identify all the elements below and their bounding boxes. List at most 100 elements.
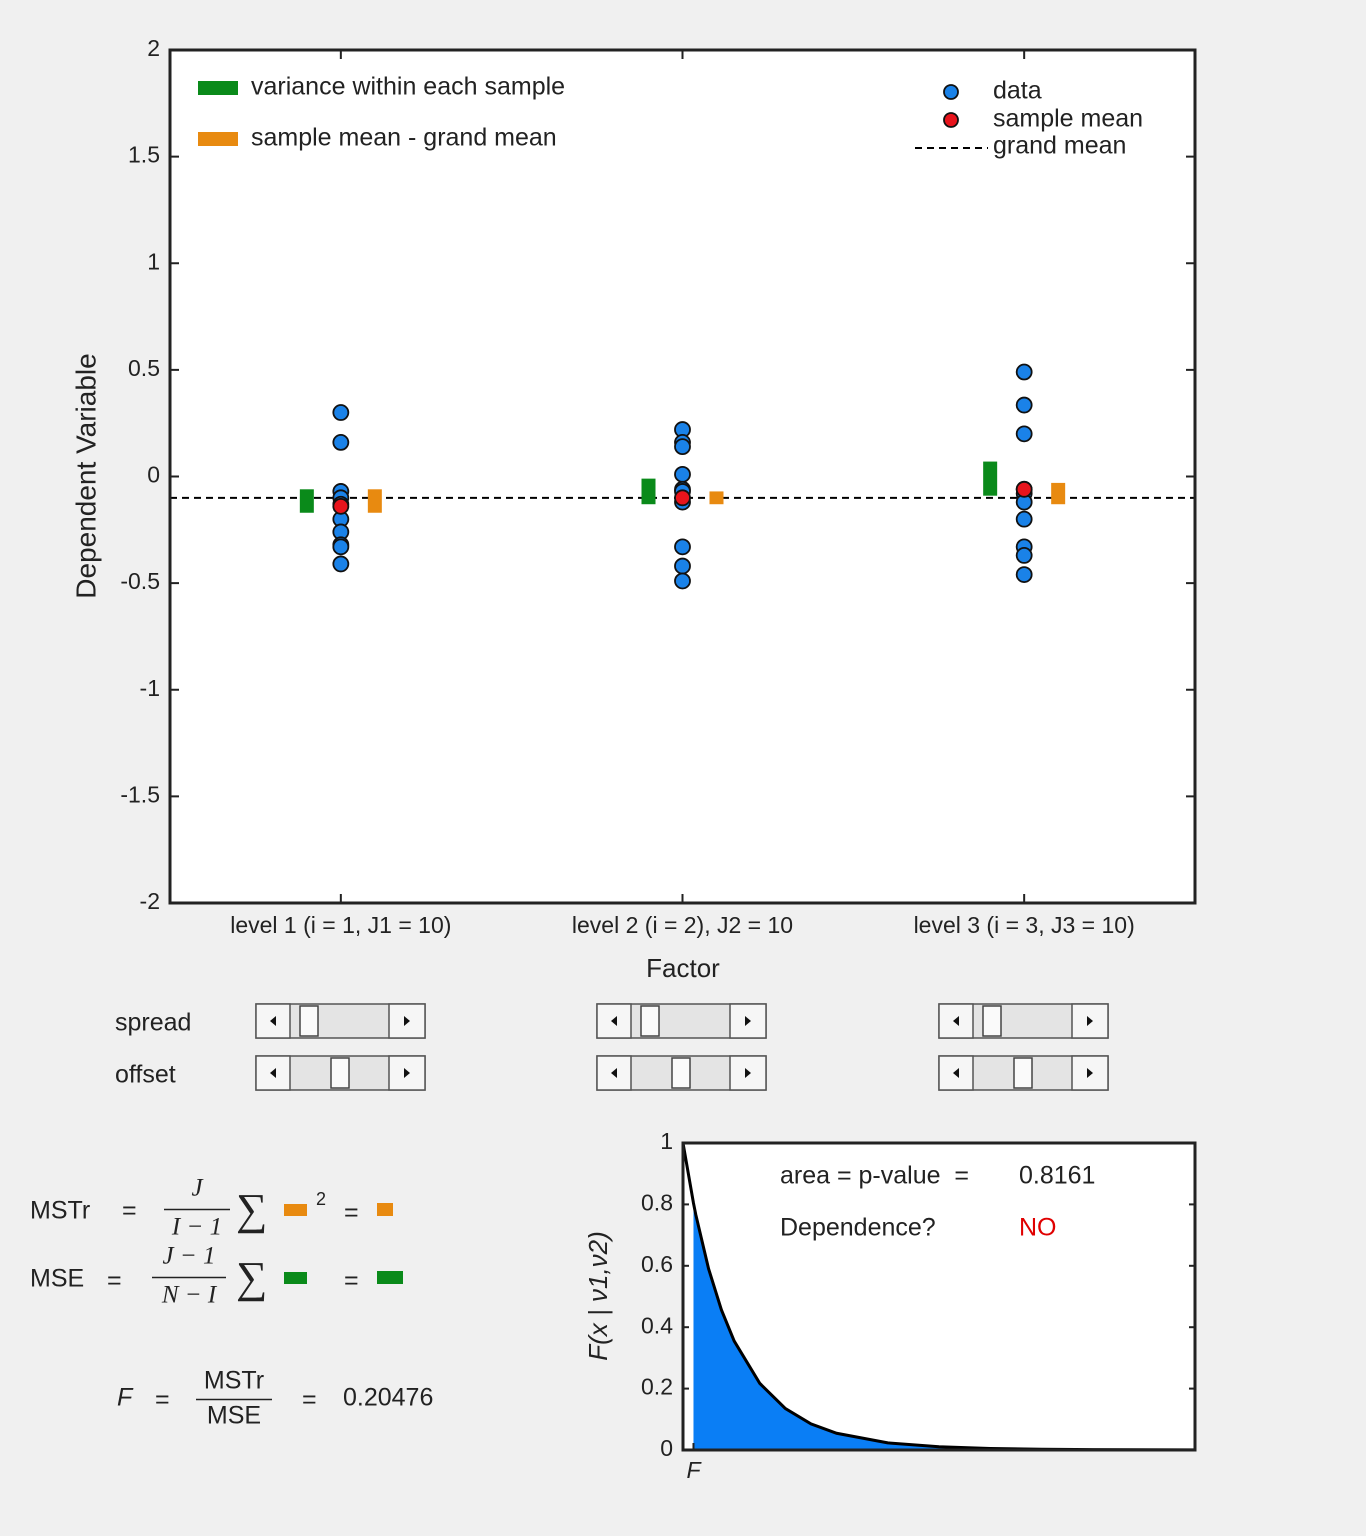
x-tick-label: level 2 (i = 2), J2 = 10 — [572, 912, 793, 938]
f-label: F — [117, 1384, 134, 1412]
legend-swatch — [198, 81, 238, 95]
bar — [367, 489, 382, 513]
slider-thumb[interactable] — [982, 1005, 1002, 1037]
legend-label: data — [993, 77, 1042, 105]
x-tick-label: F — [686, 1457, 702, 1483]
arrow-left — [270, 1068, 276, 1078]
y-tick-label: -0.5 — [120, 568, 160, 594]
bar — [1051, 482, 1066, 505]
data-point — [674, 557, 691, 575]
data-point — [674, 438, 691, 456]
y-tick-label: -2 — [140, 888, 160, 914]
bar — [299, 489, 314, 513]
arrow-right — [404, 1068, 410, 1078]
data-point — [1015, 566, 1033, 583]
sample-mean — [332, 497, 350, 515]
arrow-right — [745, 1016, 751, 1026]
y-tick-label: 1 — [147, 248, 160, 274]
y-tick-label: 1.5 — [128, 142, 160, 168]
green-block — [377, 1271, 403, 1284]
sum: ∑ — [236, 1185, 267, 1234]
legend-marker — [943, 84, 959, 100]
y-tick-label: 0.5 — [128, 355, 160, 381]
arrow-right — [404, 1016, 410, 1026]
bar — [641, 478, 656, 505]
numerator: J — [191, 1175, 204, 1202]
arrow-left — [611, 1068, 617, 1078]
slider-thumb[interactable] — [299, 1005, 319, 1037]
y-tick-label: 0 — [660, 1435, 673, 1461]
data-point — [1015, 396, 1033, 414]
denominator: MSE — [207, 1402, 261, 1430]
slider-thumb[interactable] — [1013, 1057, 1033, 1089]
x-axis-label: Factor — [646, 953, 720, 983]
equals: = — [344, 1199, 359, 1227]
numerator: J − 1 — [163, 1243, 216, 1270]
data-point — [1015, 363, 1033, 381]
arrow-right — [1087, 1016, 1093, 1026]
slider-label: spread — [115, 1009, 191, 1037]
legend-swatch — [198, 132, 238, 146]
slider-thumb[interactable] — [640, 1005, 660, 1037]
slider-left-button[interactable] — [596, 1003, 632, 1039]
slider-label: offset — [115, 1061, 176, 1089]
data-point — [674, 465, 691, 483]
axes-frame — [681, 1141, 1197, 1452]
y-axis-label: F(x | ν1,ν2) — [583, 1231, 613, 1361]
data-point — [332, 538, 350, 556]
y-tick-label: 0.2 — [641, 1374, 673, 1400]
sample-mean — [1015, 480, 1033, 498]
legend-marker — [943, 112, 959, 128]
bar — [983, 461, 998, 496]
data-point — [1015, 425, 1033, 443]
y-tick-label: 0.6 — [641, 1251, 673, 1277]
y-tick-label: 0.8 — [641, 1189, 673, 1215]
denominator: N − I — [161, 1282, 218, 1309]
mstr-label: MSTr — [30, 1197, 90, 1225]
data-point — [332, 555, 350, 573]
data-point — [674, 572, 691, 590]
f-value: 0.20476 — [343, 1384, 433, 1412]
axes-frame — [168, 48, 1197, 905]
arrow-left — [611, 1016, 617, 1026]
y-tick-label: 1 — [660, 1128, 673, 1154]
equals: = — [344, 1267, 359, 1295]
y-tick-label: 2 — [147, 35, 160, 61]
data-point — [1015, 547, 1033, 564]
p-value-area — [693, 1203, 1195, 1450]
bar — [709, 491, 724, 505]
equals: = — [302, 1386, 317, 1414]
slider-thumb[interactable] — [671, 1057, 691, 1089]
annotation: Dependence? — [780, 1214, 936, 1242]
y-tick-label: 0.4 — [641, 1312, 673, 1338]
data-point — [674, 538, 691, 556]
data-point — [1015, 510, 1033, 528]
annotation: area = p-value = — [780, 1162, 969, 1190]
dependence-answer: NO — [1019, 1214, 1057, 1242]
arrow-right — [745, 1068, 751, 1078]
power: 2 — [316, 1189, 326, 1209]
numerator: MSTr — [204, 1367, 264, 1395]
green-block — [284, 1272, 307, 1284]
equals: = — [107, 1267, 122, 1295]
arrow-left — [953, 1016, 959, 1026]
slider-thumb[interactable] — [330, 1057, 350, 1089]
equals: = — [122, 1197, 137, 1225]
sum: ∑ — [236, 1253, 267, 1302]
data-point — [332, 404, 350, 421]
arrow-left — [270, 1016, 276, 1026]
mse-label: MSE — [30, 1265, 84, 1293]
orange-block — [377, 1203, 393, 1216]
denominator: I − 1 — [171, 1214, 222, 1241]
x-tick-label: level 1 (i = 1, J1 = 10) — [230, 912, 451, 938]
legend-label: grand mean — [993, 132, 1126, 160]
legend-label: sample mean — [993, 105, 1143, 133]
legend-label: variance within each sample — [251, 73, 565, 101]
y-tick-label: -1.5 — [120, 781, 160, 807]
arrow-right — [1087, 1068, 1093, 1078]
p-value: 0.8161 — [1019, 1162, 1095, 1190]
arrow-left — [953, 1068, 959, 1078]
y-axis-label: Dependent Variable — [70, 353, 101, 598]
